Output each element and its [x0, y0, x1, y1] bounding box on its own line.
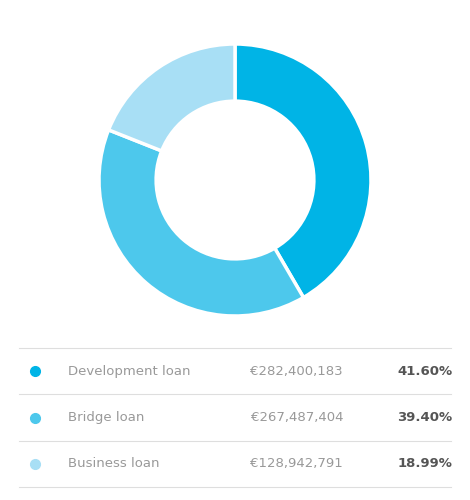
Wedge shape	[109, 44, 235, 151]
Text: €282,400,183: €282,400,183	[251, 365, 343, 378]
Text: Bridge loan: Bridge loan	[68, 411, 144, 424]
Wedge shape	[235, 44, 371, 298]
Wedge shape	[99, 130, 304, 316]
Text: 39.40%: 39.40%	[397, 411, 452, 424]
Text: €267,487,404: €267,487,404	[251, 411, 343, 424]
Text: Development loan: Development loan	[68, 365, 191, 378]
Text: 18.99%: 18.99%	[397, 457, 452, 470]
Text: 41.60%: 41.60%	[397, 365, 452, 378]
Text: €128,942,791: €128,942,791	[251, 457, 343, 470]
Text: Business loan: Business loan	[68, 457, 160, 470]
